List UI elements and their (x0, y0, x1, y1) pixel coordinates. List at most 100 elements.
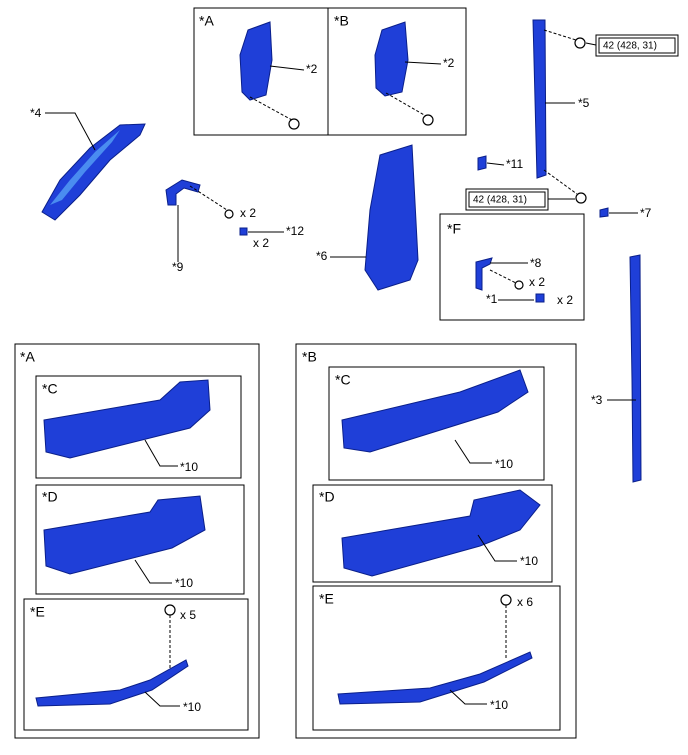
callout: *4 (30, 106, 42, 120)
detail-boxes (193, 7, 679, 321)
leader-line (269, 65, 305, 71)
detail-f-box (439, 213, 585, 321)
detail-b-box (327, 7, 467, 136)
view-e-box (312, 585, 561, 731)
screw (514, 280, 524, 290)
part-shape (50, 130, 120, 205)
screw (574, 37, 586, 49)
part-shape (41, 123, 146, 221)
quantity: x 2 (529, 275, 545, 289)
screw (422, 114, 434, 126)
view-a-box (14, 343, 260, 739)
view-boxes (14, 343, 577, 739)
callout: *9 (172, 260, 184, 274)
detail-label: *A (199, 13, 214, 29)
callout: *6 (316, 249, 328, 263)
leader-line (585, 42, 597, 46)
part-shape (364, 144, 419, 291)
leader-line (449, 689, 487, 705)
leader-line (477, 534, 517, 562)
callout: *7 (640, 206, 652, 220)
part-shape (341, 489, 541, 577)
callout: *5 (578, 96, 590, 110)
torque-box (468, 191, 546, 208)
callout: *8 (530, 256, 542, 270)
leader-line (454, 439, 492, 464)
screw (575, 192, 587, 204)
part-shape (475, 257, 493, 291)
leader-line (144, 691, 180, 707)
quantity: x 2 (240, 206, 256, 220)
view-label: *C (42, 381, 58, 397)
quantity: x 5 (180, 608, 196, 622)
part-shape (337, 651, 533, 705)
part-shape (35, 19, 642, 707)
part-shape (532, 19, 547, 179)
callout: *10 (183, 700, 201, 714)
screw (164, 604, 176, 616)
callout: *10 (175, 576, 193, 590)
dashed-line (489, 269, 517, 284)
leader-line (404, 61, 442, 65)
callout: *10 (520, 554, 538, 568)
part-shape (629, 254, 642, 483)
torque-spec: 42 (428, 31) (473, 195, 527, 206)
leader-line (134, 559, 172, 584)
callout: *10 (490, 698, 508, 712)
part-shape (43, 379, 211, 459)
detail-label: *F (447, 221, 461, 237)
view-label: *C (335, 372, 351, 388)
dashed-line (189, 185, 228, 211)
view-label: *D (319, 489, 335, 505)
quantity: x 2 (253, 236, 269, 250)
view-label: *E (319, 591, 334, 607)
view-b-box (295, 343, 577, 739)
torque-box (595, 34, 679, 57)
screw (288, 118, 300, 130)
callout: *11 (506, 157, 523, 171)
quantity: x 6 (517, 595, 533, 609)
view-d-box (312, 484, 553, 583)
view-c-box (35, 375, 242, 479)
view-d-box (35, 484, 245, 595)
view-c-box (328, 366, 545, 481)
quantity: x 2 (557, 293, 573, 307)
view-label: *B (302, 349, 317, 365)
part-shape (239, 21, 273, 101)
part-shape (239, 227, 248, 236)
callout: *2 (306, 62, 318, 76)
part-shape (341, 369, 529, 453)
view-label: *E (30, 604, 45, 620)
part-shape (374, 21, 409, 97)
screw (224, 209, 234, 219)
torque-spec: 42 (428, 31) (603, 41, 657, 52)
detail-label: *B (334, 13, 349, 29)
leader-line (45, 42, 638, 707)
part-shape (35, 659, 189, 707)
dashed-line (543, 29, 577, 41)
part-shape (43, 495, 206, 575)
callout: *1 (486, 292, 498, 306)
leader-line (144, 439, 178, 467)
callout: *12 (286, 224, 304, 238)
part-shape (535, 293, 545, 303)
part-shape (165, 179, 201, 206)
part-shape (599, 207, 609, 218)
callout: *2 (443, 56, 455, 70)
view-e-box (23, 598, 249, 731)
torque-box (598, 37, 676, 54)
dashed-line (249, 96, 293, 121)
part-shape (477, 155, 487, 171)
screw (500, 594, 512, 606)
screw (164, 37, 587, 616)
dashed-line (543, 169, 578, 195)
dashed-line (385, 92, 427, 117)
view-label: *D (42, 489, 58, 505)
callout: *10 (495, 457, 513, 471)
dashed-line (169, 29, 578, 670)
callout: *3 (591, 393, 603, 407)
callout: *10 (180, 460, 198, 474)
leader-line (486, 162, 505, 166)
view-label: *A (20, 349, 35, 365)
